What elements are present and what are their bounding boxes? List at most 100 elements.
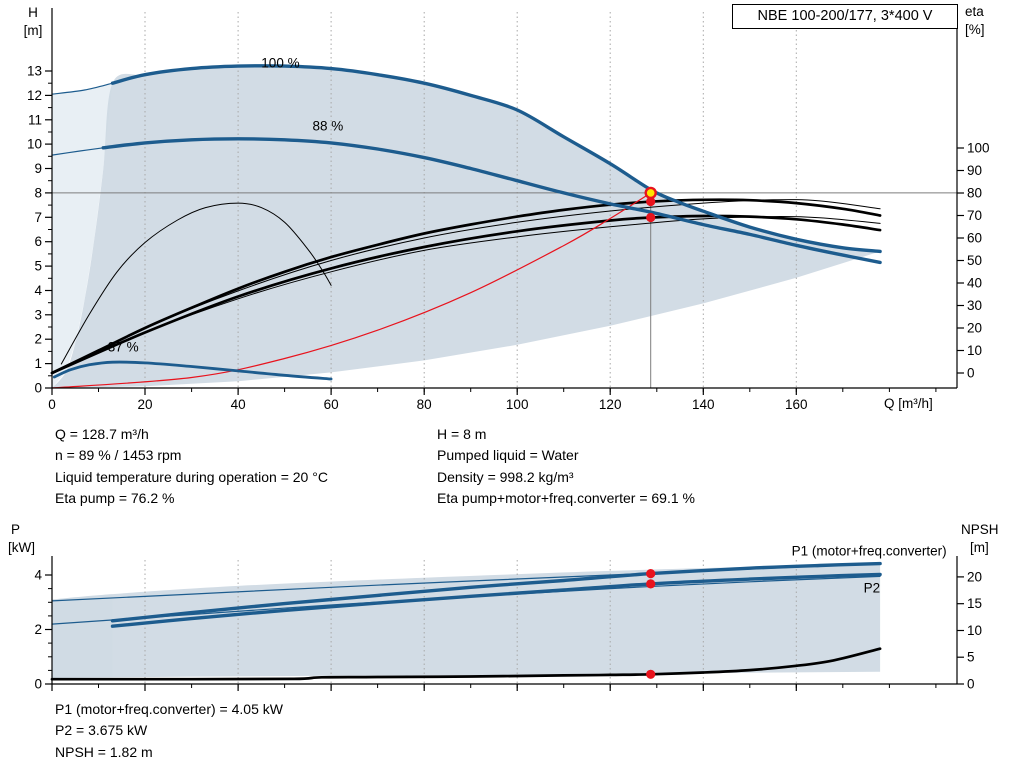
duty-info-left: Q = 128.7 m³/h n = 89 % / 1453 rpm Liqui… (55, 424, 328, 510)
right-tick-label: 5 (967, 650, 975, 665)
right-tick-label: 10 (967, 623, 982, 638)
info-p2: P2 = 3.675 kW (55, 722, 148, 739)
right-tick-label: 0 (967, 366, 975, 381)
right-tick-label: 30 (967, 298, 982, 313)
info-eta-total: Eta pump+motor+freq.converter = 69.1 % (437, 490, 695, 507)
npsh-axis-label-line1: NPSH (961, 522, 999, 537)
speed-100-thin-start (51, 82, 114, 95)
operating-envelope (52, 65, 881, 389)
right-tick-label: 70 (967, 208, 982, 223)
right-tick-label: 0 (967, 677, 975, 692)
p-axis-label: P [kW] (8, 521, 35, 557)
npsh-axis-label-line2: [m] (970, 540, 989, 555)
chart-power-npsh: 0 2 4 0 5 10 15 20 P1 (motor+freq.converter) P2 (34, 543, 982, 691)
right-tick-label: 40 (967, 276, 982, 291)
y-tick-label: 0 (34, 381, 42, 396)
right-tick-label: 100 (967, 141, 990, 156)
curve-label: 88 % (313, 119, 344, 134)
p-axis-label-line2: [kW] (8, 540, 35, 555)
allowed-range-left (52, 83, 113, 388)
eta-axis-label: eta [%] (965, 3, 985, 39)
eta-reduced-speed-thin (60, 202, 332, 365)
x-tick-label: 100 (506, 397, 529, 412)
h-axis-label-line1: H (28, 5, 38, 20)
right-tick-label: 10 (967, 343, 982, 358)
y-tick-label: 5 (34, 259, 42, 274)
q-axis-label: Q [m³/h] (884, 396, 933, 411)
power-info: P1 (motor+freq.converter) = 4.05 kW P2 =… (55, 699, 283, 763)
x-tick-label: 0 (48, 397, 56, 412)
info-pumped-liquid: Pumped liquid = Water (437, 447, 579, 464)
y-tick-label: 9 (34, 161, 42, 176)
curve-label: 100 % (261, 55, 299, 70)
speed-min-curve (52, 360, 333, 381)
curve-label: 37 % (108, 339, 139, 354)
right-tick-label: 20 (967, 569, 982, 584)
right-tick-label: 20 (967, 321, 982, 336)
eta-total-curve (50, 214, 882, 375)
duty-point-npsh (646, 669, 656, 679)
x-tick-label: 40 (231, 397, 246, 412)
pump-model-box: NBE 100-200/177, 3*400 V (732, 4, 958, 29)
chart-qh-eta: 0 20 40 60 80 100 120 140 1600123456789101112130… (27, 8, 990, 412)
y-tick-label: 12 (27, 88, 42, 103)
power-envelope (52, 562, 881, 678)
duty-info-right: H = 8 m Pumped liquid = Water Density = … (437, 424, 695, 510)
y-tick-label: 4 (34, 568, 42, 583)
duty-point-eta-total (646, 212, 656, 223)
y-tick-label: 10 (27, 137, 42, 152)
right-tick-label: 60 (967, 231, 982, 246)
right-tick-label: 80 (967, 186, 982, 201)
npsh-axis-label: NPSH [m] (961, 521, 999, 557)
eta-pump-curve (50, 198, 882, 375)
x-tick-label: 60 (324, 397, 339, 412)
speed-100-curve (110, 64, 882, 254)
info-density: Density = 998.2 kg/m³ (437, 468, 574, 485)
eta-axis-label-line2: [%] (965, 22, 985, 37)
x-tick-label: 80 (417, 397, 432, 412)
duty-point-eta-pump (646, 196, 656, 207)
info-flow: Q = 128.7 m³/h (55, 426, 149, 442)
curve-label: P1 (motor+freq.converter) (792, 543, 947, 558)
speed-88-thin-start (51, 147, 104, 156)
x-tick-label: 160 (785, 397, 808, 412)
y-tick-label: 2 (34, 622, 42, 637)
y-tick-label: 6 (34, 234, 42, 249)
right-tick-label: 15 (967, 596, 982, 611)
x-tick-label: 20 (137, 397, 152, 412)
p-axis-label-line1: P (11, 522, 21, 537)
y-tick-label: 2 (34, 332, 42, 347)
pump-model-label: NBE 100-200/177, 3*400 V (757, 8, 933, 24)
duty-point-p1 (646, 569, 656, 579)
info-p1: P1 (motor+freq.converter) = 4.05 kW (55, 701, 283, 717)
h-axis-label: H [m] (14, 4, 52, 40)
right-tick-label: 90 (967, 163, 982, 178)
h-axis-label-line2: [m] (23, 23, 43, 38)
info-eta-pump: Eta pump = 76.2 % (55, 490, 175, 507)
right-tick-label: 50 (967, 253, 982, 268)
system-curve (51, 192, 652, 389)
y-tick-label: 8 (34, 185, 42, 200)
curve-label: P2 (864, 581, 881, 596)
y-tick-label: 7 (34, 210, 42, 225)
p1-duty-curve (110, 561, 882, 623)
npsh-curve (50, 647, 882, 681)
info-head: H = 8 m (437, 426, 487, 442)
info-speed: n = 89 % / 1453 rpm (55, 447, 182, 464)
x-tick-label: 140 (692, 397, 715, 412)
p2-duty-curve (110, 572, 882, 628)
duty-point-p2 (646, 579, 656, 589)
speed-88-curve (101, 137, 882, 265)
y-tick-label: 3 (34, 307, 42, 322)
x-tick-label: 120 (599, 397, 622, 412)
y-tick-label: 11 (28, 112, 42, 127)
info-npsh: NPSH = 1.82 m (55, 743, 153, 760)
eta-axis-label-line1: eta (965, 4, 984, 19)
info-liquid-temp: Liquid temperature during operation = 20… (55, 468, 328, 485)
y-tick-label: 4 (34, 283, 42, 298)
duty-point-qh (644, 186, 657, 200)
y-tick-label: 1 (34, 356, 42, 371)
y-tick-label: 0 (34, 677, 42, 692)
